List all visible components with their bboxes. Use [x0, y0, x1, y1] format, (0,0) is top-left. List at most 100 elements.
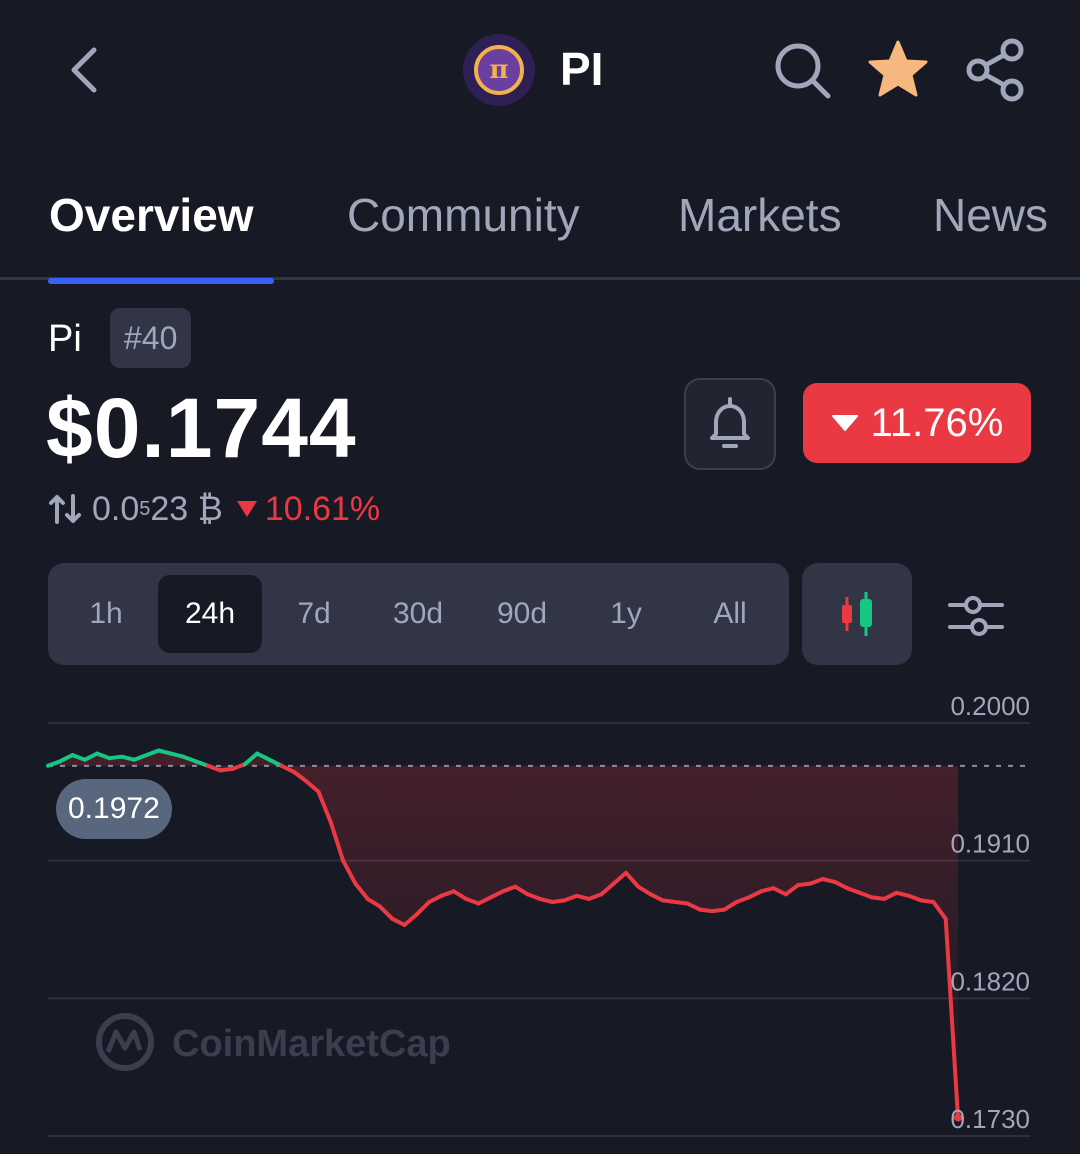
coinmarketcap-logo-icon: [96, 1013, 154, 1071]
chevron-left-icon: [71, 47, 97, 93]
price-line-segment: [808, 877, 825, 886]
range-7d-button[interactable]: 7d: [297, 597, 331, 630]
price-line-segment: [58, 753, 75, 764]
price-line-segment: [267, 757, 284, 768]
price-line-segment: [95, 751, 112, 761]
range-24h-button[interactable]: 24h: [158, 575, 262, 653]
price-chart[interactable]: CoinMarketCap 0.2000 0.1910 0.1820 0.1730: [0, 680, 1080, 1154]
price-line-segment: [304, 779, 321, 794]
price-line-segment: [562, 893, 579, 903]
tab-overview[interactable]: Overview: [49, 189, 254, 241]
range-1y-button[interactable]: 1y: [610, 597, 642, 630]
price-line-segment: [402, 912, 419, 927]
price-line-segment: [820, 877, 837, 885]
price-line-segment: [132, 753, 149, 762]
page-title: PI: [560, 43, 604, 95]
price-line-segment: [943, 916, 960, 1120]
price-line-segment: [697, 907, 715, 914]
y-tick-label: 0.1820: [950, 966, 1030, 996]
price-line-segment: [746, 889, 764, 900]
btc-price-zero-count: 5: [139, 497, 151, 520]
price-line-segment: [857, 890, 874, 900]
price-line-segment: [476, 895, 493, 906]
swap-arrows-icon[interactable]: [48, 492, 82, 526]
price-line-segment: [611, 870, 628, 886]
range-30d-button[interactable]: 30d: [392, 597, 444, 630]
price-line-segment: [439, 889, 456, 898]
price-line-segment: [869, 895, 887, 901]
price-line-segment: [783, 883, 801, 897]
price-line-segment: [931, 900, 948, 921]
btc-price-change: 10.61%: [264, 489, 381, 528]
price-line-segment: [291, 769, 309, 784]
price-change-badge: 11.76%: [803, 383, 1031, 463]
price-change-value: 11.76%: [870, 400, 1004, 445]
price-line-segment: [414, 900, 432, 917]
price-line-segment: [919, 898, 936, 904]
sliders-icon: [948, 596, 1004, 636]
price-line-segment: [218, 766, 235, 773]
price-line-segment: [796, 881, 813, 888]
price-line-segment: [169, 751, 186, 759]
price-line-segment: [501, 884, 518, 894]
price-line-segment: [181, 754, 198, 764]
range-all-button[interactable]: All: [713, 597, 747, 630]
tab-bar: Overview Community Markets News: [0, 180, 1080, 280]
tabs-divider: [0, 277, 1080, 280]
share-button[interactable]: [960, 34, 1032, 106]
tab-news[interactable]: News: [933, 189, 1049, 241]
search-button[interactable]: [766, 34, 838, 106]
price-line-segment: [70, 753, 87, 762]
price-line-segment: [759, 886, 776, 894]
tab-community[interactable]: Community: [347, 189, 580, 241]
price-line-segment: [882, 890, 899, 901]
coin-logo: π: [463, 34, 535, 106]
y-tick-label: 0.1910: [950, 829, 1030, 859]
price-line-segment: [316, 789, 333, 825]
coin-name: Pi: [48, 318, 82, 360]
price-area-fill: [48, 750, 958, 1118]
open-price-label: 0.1972: [56, 779, 172, 839]
chart-settings-button[interactable]: [940, 580, 1012, 652]
search-icon: [775, 43, 831, 99]
rank-badge: #40: [110, 308, 192, 368]
back-button[interactable]: [60, 40, 110, 100]
range-90d-button[interactable]: 90d: [496, 597, 548, 630]
price-line-segment: [46, 759, 63, 768]
share-icon: [966, 38, 1024, 102]
price-line-segment: [513, 884, 530, 897]
price-line-segment: [156, 748, 173, 756]
y-tick-label: 0.2000: [950, 691, 1030, 721]
price-line-segment: [144, 748, 161, 758]
watermark-text: CoinMarketCap: [172, 1023, 451, 1065]
coin-logo-glyph: π: [474, 45, 524, 95]
y-tick-label: 0.1730: [950, 1104, 1030, 1134]
price-line-segment: [710, 907, 727, 914]
price-line-segment: [894, 890, 911, 898]
tab-markets[interactable]: Markets: [678, 189, 842, 241]
price-line-segment: [255, 751, 272, 762]
price-line-segment: [451, 889, 469, 901]
price-line-segment: [660, 898, 678, 904]
price-line-segment: [119, 754, 137, 762]
price-line-segment: [390, 916, 407, 927]
price-line-segment: [365, 896, 382, 909]
btc-price-row: 0.0 5 23 ₿ 10.61%: [48, 484, 380, 534]
price-line-segment: [328, 820, 346, 863]
price-line-segment: [845, 886, 862, 895]
active-tab-indicator: [48, 278, 274, 284]
star-icon: [868, 40, 928, 97]
caret-down-icon: [831, 415, 858, 431]
price-line-segment: [833, 880, 850, 891]
price-line-segment: [734, 895, 751, 904]
price-line-segment: [82, 751, 100, 762]
price-alert-button[interactable]: [684, 378, 776, 470]
watchlist-star-button[interactable]: [862, 34, 934, 106]
candlestick-toggle-button[interactable]: [802, 563, 912, 665]
watermark: CoinMarketCap: [96, 1013, 451, 1071]
price-line-segment: [685, 901, 702, 912]
range-1h-button[interactable]: 1h: [89, 597, 123, 630]
price-line-segment: [636, 884, 653, 897]
price-line-segment: [341, 858, 358, 886]
